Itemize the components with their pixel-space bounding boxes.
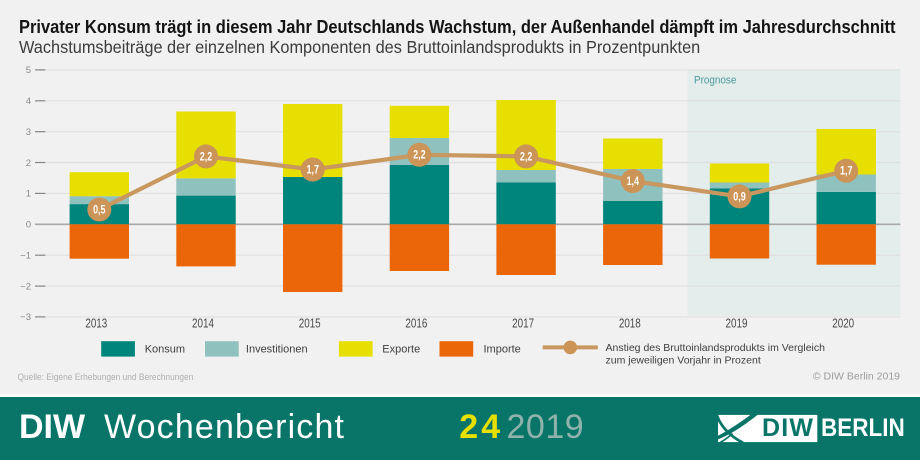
svg-text:2013: 2013 [85, 318, 107, 331]
svg-text:2,2: 2,2 [413, 150, 426, 162]
svg-text:3: 3 [26, 127, 31, 138]
svg-text:2020: 2020 [832, 318, 854, 331]
svg-text:Konsum: Konsum [145, 343, 185, 355]
svg-text:0,9: 0,9 [733, 191, 746, 203]
svg-text:2018: 2018 [619, 318, 641, 331]
svg-text:2017: 2017 [512, 318, 534, 331]
svg-text:Prognose: Prognose [694, 75, 737, 87]
svg-text:2014: 2014 [192, 318, 214, 331]
svg-text:1,4: 1,4 [627, 176, 640, 188]
svg-text:−1: −1 [20, 251, 31, 262]
svg-text:2,2: 2,2 [200, 151, 213, 163]
svg-text:Anstieg des Bruttoinlandsprodu: Anstieg des Bruttoinlandsprodukts im Ver… [606, 342, 826, 354]
svg-text:1,7: 1,7 [306, 164, 319, 176]
svg-text:−3: −3 [20, 312, 31, 323]
svg-text:Importe: Importe [484, 343, 521, 355]
svg-text:2,2: 2,2 [520, 151, 533, 163]
svg-text:1: 1 [26, 189, 31, 200]
svg-text:2016: 2016 [405, 318, 427, 331]
svg-text:Investitionen: Investitionen [246, 343, 308, 355]
svg-text:0: 0 [26, 220, 31, 231]
svg-text:2015: 2015 [299, 318, 321, 331]
svg-text:−2: −2 [20, 281, 31, 292]
svg-text:5: 5 [26, 65, 31, 76]
svg-text:4: 4 [26, 96, 31, 107]
svg-text:1,7: 1,7 [840, 166, 853, 178]
svg-text:Exporte: Exporte [382, 343, 420, 355]
svg-text:© DIW Berlin 2019: © DIW Berlin 2019 [813, 371, 900, 383]
svg-text:Quelle: Eigene Erhebungen und: Quelle: Eigene Erhebungen und Berechnung… [18, 372, 194, 382]
svg-text:2: 2 [26, 158, 31, 169]
svg-text:0,5: 0,5 [93, 204, 106, 216]
svg-text:zum jeweiligen Vorjahr in Proz: zum jeweiligen Vorjahr in Prozent [606, 355, 761, 367]
svg-text:2019: 2019 [726, 318, 748, 331]
